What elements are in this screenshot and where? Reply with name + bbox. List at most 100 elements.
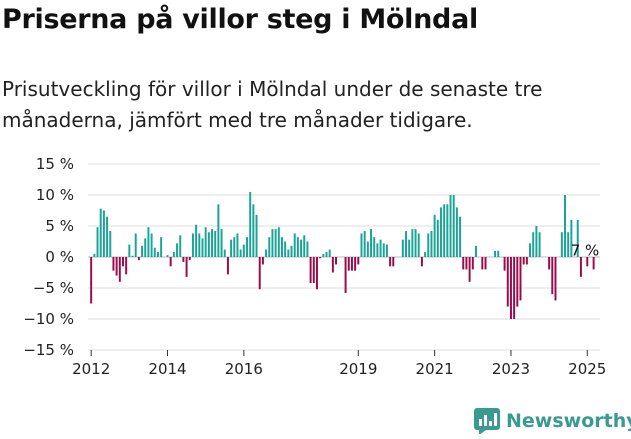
bar (331, 257, 334, 273)
bars (90, 191, 595, 319)
bar (449, 195, 452, 257)
bar (300, 239, 303, 257)
bar (436, 219, 439, 257)
bar (287, 249, 290, 257)
bar (370, 229, 373, 257)
bar (265, 249, 268, 257)
newsworthy-logo-icon (474, 408, 500, 434)
bar (258, 257, 261, 290)
bar (315, 257, 318, 290)
bar (172, 252, 175, 257)
bar (494, 250, 497, 257)
bar (427, 233, 430, 257)
x-tick-label: 2016 (225, 360, 263, 378)
bar (519, 257, 522, 301)
bar (554, 257, 557, 301)
y-tick-label: 0 % (45, 248, 74, 266)
bar (459, 216, 462, 257)
y-axis-labels: 15 % 10 % 5 % 0 % −5 % −10 % −15 % (23, 155, 74, 359)
x-tick-label: 2023 (492, 360, 530, 378)
bar (90, 257, 93, 304)
bar (538, 232, 541, 257)
bar (230, 239, 233, 257)
last-value-label: 7 % (571, 241, 600, 259)
bar (484, 257, 487, 270)
x-tick-label: 2025 (568, 360, 606, 378)
bar (293, 233, 296, 257)
bar (274, 229, 277, 257)
bar (281, 237, 283, 257)
bar (207, 232, 210, 257)
bar (166, 255, 169, 257)
x-tick-label: 2021 (416, 360, 454, 378)
bar (296, 237, 299, 257)
bar (249, 191, 252, 257)
x-tick-label: 2014 (148, 360, 186, 378)
bar (503, 257, 506, 271)
bar (579, 257, 582, 277)
bar (201, 238, 204, 257)
bar (529, 243, 532, 257)
brand-name: Newsworthy (506, 410, 631, 432)
bar (392, 257, 395, 267)
bar (290, 245, 293, 257)
bar (309, 257, 312, 284)
bar (226, 257, 229, 275)
bar (570, 219, 573, 257)
bar (112, 257, 115, 271)
bar (198, 233, 201, 257)
bar (153, 247, 156, 257)
bar (109, 230, 112, 257)
bar (564, 195, 566, 257)
bar (551, 257, 554, 295)
bar (217, 204, 220, 257)
bar (376, 243, 379, 257)
chart-subtitle: Prisutveckling för villor i Mölndal unde… (2, 77, 543, 132)
bar (147, 227, 150, 257)
y-tick-label: 5 % (45, 217, 74, 235)
bar (363, 230, 366, 257)
bar (497, 250, 500, 257)
bar (93, 253, 96, 257)
bar (522, 257, 525, 265)
bar (535, 226, 538, 257)
bar (211, 229, 214, 257)
bar (382, 243, 385, 257)
bar (118, 257, 121, 282)
bar (255, 214, 258, 257)
bar (306, 241, 309, 257)
bar (465, 257, 468, 270)
bar (179, 235, 182, 257)
bar (468, 257, 471, 282)
bar (440, 207, 442, 257)
bar (277, 227, 280, 257)
bar (106, 216, 109, 257)
bar (268, 237, 271, 257)
bar (424, 252, 427, 257)
newsworthy-logo: Newsworthy (474, 407, 631, 435)
bar (233, 237, 236, 257)
bar (128, 244, 131, 257)
bar (169, 257, 172, 267)
bar (185, 257, 188, 277)
bar (239, 249, 242, 257)
bar (191, 233, 194, 257)
bar (322, 253, 325, 257)
bar (246, 237, 248, 257)
bar (366, 241, 369, 257)
bar (137, 257, 140, 261)
bar (516, 257, 519, 307)
bar (319, 257, 322, 259)
bar (96, 227, 99, 257)
bar (385, 244, 388, 257)
bar (350, 257, 353, 271)
bar (156, 252, 159, 257)
bar (354, 257, 357, 271)
bar (328, 249, 331, 257)
bar (242, 244, 245, 257)
bar (379, 239, 382, 257)
bar (509, 257, 512, 319)
bar (214, 230, 217, 257)
bar (417, 233, 420, 257)
bar (284, 241, 287, 257)
